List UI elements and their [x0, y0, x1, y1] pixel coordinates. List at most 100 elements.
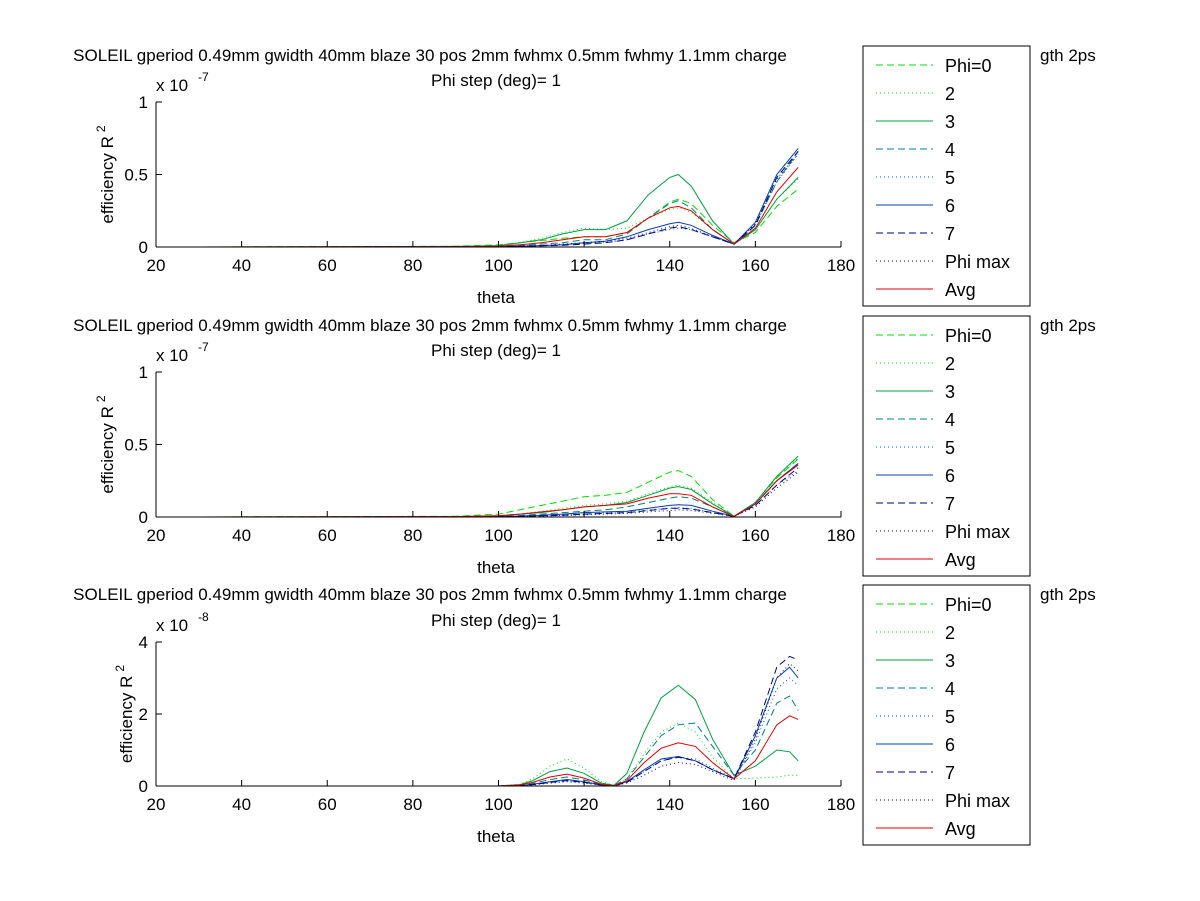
y-tick-label: 0: [139, 238, 148, 257]
axis-exponent-power: -7: [198, 70, 209, 84]
legend: Phi=0 2 3 4 5 6 7 Phi max Avg: [862, 315, 1031, 577]
legend-label: Phi max: [945, 252, 1010, 272]
x-tick-label: 160: [741, 526, 769, 545]
x-axis-label: theta: [477, 288, 515, 307]
legend-label: 6: [945, 196, 955, 216]
x-tick-label: 20: [147, 526, 166, 545]
x-tick-label: 160: [741, 795, 769, 814]
legend-label: Phi=0: [945, 326, 992, 346]
legend-label: 2: [945, 354, 955, 374]
x-tick-label: 180: [827, 526, 855, 545]
series-line-9: [198, 715, 799, 787]
legend-label: 5: [945, 707, 955, 727]
y-tick-label: 0: [139, 777, 148, 796]
legend-label: Phi=0: [945, 595, 992, 615]
chart-subtitle: Phi step (deg)= 1: [431, 611, 561, 630]
legend-label: 6: [945, 466, 955, 486]
x-tick-label: 160: [741, 256, 769, 275]
series-line-2: [198, 457, 799, 518]
x-tick-label: 60: [318, 795, 337, 814]
axis-exponent: x 10: [156, 346, 188, 365]
legend-label: Phi max: [945, 522, 1010, 542]
chart-panel-1: SOLEIL gperiod 0.49mm gwidth 40mm blaze …: [73, 45, 1096, 307]
y-tick-label: 0.5: [124, 166, 148, 185]
legend-label: 7: [945, 494, 955, 514]
y-axis-label-superscript: 2: [113, 665, 127, 672]
chart-title-tail: gth 2ps: [1040, 585, 1096, 604]
legend-label: Phi max: [945, 791, 1010, 811]
legend-box: [862, 584, 1031, 846]
x-tick-label: 60: [318, 526, 337, 545]
x-tick-label: 120: [570, 795, 598, 814]
x-tick-label: 40: [232, 256, 251, 275]
y-axis-label-superscript: 2: [94, 125, 108, 132]
y-axis-label: efficiency R2: [94, 395, 117, 494]
x-tick-label: 80: [403, 526, 422, 545]
y-tick-label: 0: [139, 508, 148, 527]
legend-label: Phi=0: [945, 56, 992, 76]
x-tick-label: 40: [232, 795, 251, 814]
x-axis-label: theta: [477, 827, 515, 846]
legend-label: 4: [945, 140, 955, 160]
x-tick-label: 100: [484, 256, 512, 275]
legend-box: [862, 315, 1031, 577]
chart-subtitle: Phi step (deg)= 1: [431, 341, 561, 360]
series-line-8: [198, 662, 799, 787]
legend-label: 4: [945, 410, 955, 430]
chart-panel-2: SOLEIL gperiod 0.49mm gwidth 40mm blaze …: [73, 315, 1096, 577]
legend-label: 5: [945, 438, 955, 458]
x-tick-label: 60: [318, 256, 337, 275]
x-tick-label: 40: [232, 526, 251, 545]
legend-label: Avg: [945, 819, 976, 839]
legend-label: Avg: [945, 280, 976, 300]
y-tick-label: 1: [139, 93, 148, 112]
axis-exponent: x 10: [156, 616, 188, 635]
x-tick-label: 180: [827, 256, 855, 275]
legend-label: 2: [945, 84, 955, 104]
x-tick-label: 80: [403, 256, 422, 275]
x-axis-label: theta: [477, 558, 515, 577]
x-tick-label: 100: [484, 526, 512, 545]
chart-title: SOLEIL gperiod 0.49mm gwidth 40mm blaze …: [73, 585, 787, 604]
x-tick-label: 180: [827, 795, 855, 814]
chart-title-tail: gth 2ps: [1040, 316, 1096, 335]
legend-label: 7: [945, 763, 955, 783]
chart-title: SOLEIL gperiod 0.49mm gwidth 40mm blaze …: [73, 46, 787, 65]
series-line-9: [198, 166, 799, 248]
chart-panel-3: SOLEIL gperiod 0.49mm gwidth 40mm blaze …: [73, 584, 1096, 846]
series-line-9: [198, 464, 799, 518]
x-tick-label: 120: [570, 526, 598, 545]
series-line-3: [198, 684, 799, 787]
x-tick-label: 80: [403, 795, 422, 814]
legend-label: 2: [945, 623, 955, 643]
chart-title-tail: gth 2ps: [1040, 46, 1096, 65]
legend-label: 6: [945, 735, 955, 755]
y-axis-label-superscript: 2: [94, 395, 108, 402]
legend-label: 3: [945, 651, 955, 671]
legend-label: 3: [945, 382, 955, 402]
legend: Phi=0 2 3 4 5 6 7 Phi max Avg: [862, 45, 1031, 307]
y-tick-label: 0.5: [124, 436, 148, 455]
axis-exponent: x 10: [156, 76, 188, 95]
x-tick-label: 140: [656, 256, 684, 275]
legend: Phi=0 2 3 4 5 6 7 Phi max Avg: [862, 584, 1031, 846]
legend-label: 4: [945, 679, 955, 699]
legend-label: 3: [945, 112, 955, 132]
x-tick-label: 120: [570, 256, 598, 275]
legend-label: 5: [945, 168, 955, 188]
legend-label: Avg: [945, 550, 976, 570]
chart-title: SOLEIL gperiod 0.49mm gwidth 40mm blaze …: [73, 316, 787, 335]
x-tick-label: 100: [484, 795, 512, 814]
x-tick-label: 140: [656, 795, 684, 814]
x-tick-label: 20: [147, 256, 166, 275]
series-line-4: [198, 695, 799, 787]
axis-exponent-power: -8: [198, 610, 209, 624]
y-tick-label: 1: [139, 363, 148, 382]
legend-label: 7: [945, 224, 955, 244]
axis-exponent-power: -7: [198, 340, 209, 354]
x-tick-label: 20: [147, 795, 166, 814]
x-tick-label: 140: [656, 526, 684, 545]
y-tick-label: 4: [139, 633, 148, 652]
y-axis-label: efficiency R2: [113, 665, 136, 764]
